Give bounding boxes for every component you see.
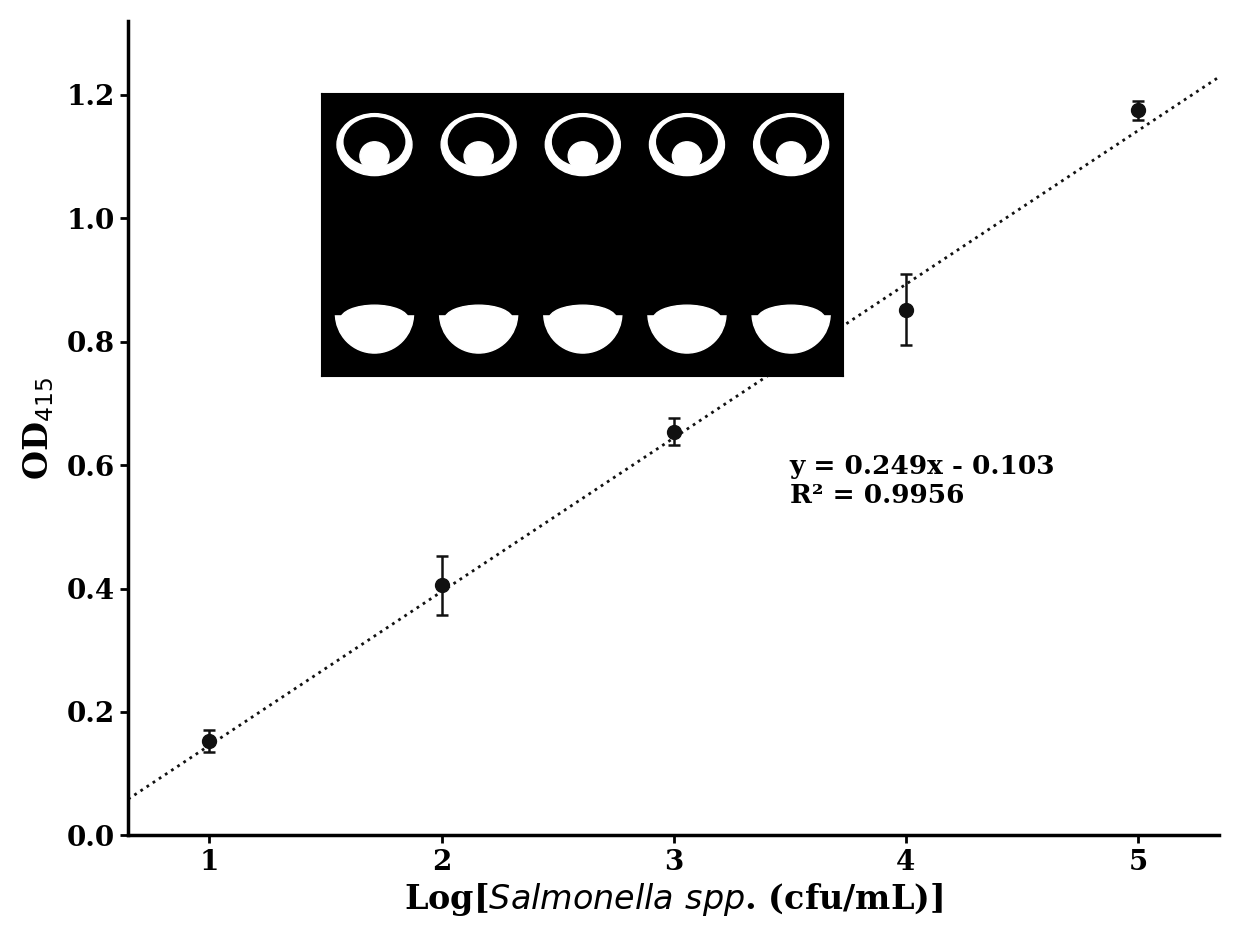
- Ellipse shape: [657, 118, 717, 165]
- Ellipse shape: [653, 305, 720, 333]
- Ellipse shape: [441, 114, 516, 176]
- Ellipse shape: [751, 274, 831, 353]
- Ellipse shape: [776, 142, 806, 170]
- Ellipse shape: [341, 305, 408, 333]
- Ellipse shape: [568, 142, 598, 170]
- Ellipse shape: [546, 114, 620, 176]
- Bar: [645, 263, 729, 314]
- Text: y = 0.249x - 0.103
R² = 0.9956: y = 0.249x - 0.103 R² = 0.9956: [790, 454, 1055, 508]
- Ellipse shape: [553, 118, 613, 165]
- Ellipse shape: [650, 114, 724, 176]
- Ellipse shape: [754, 114, 828, 176]
- Ellipse shape: [761, 118, 821, 165]
- Bar: [436, 263, 521, 314]
- Ellipse shape: [440, 274, 518, 353]
- Ellipse shape: [543, 274, 621, 353]
- Ellipse shape: [445, 305, 512, 333]
- Bar: [541, 263, 625, 314]
- Bar: [749, 263, 833, 314]
- Y-axis label: OD$_{415}$: OD$_{415}$: [21, 377, 56, 480]
- Ellipse shape: [337, 114, 412, 176]
- Ellipse shape: [649, 274, 727, 353]
- Ellipse shape: [758, 305, 825, 333]
- Ellipse shape: [335, 274, 414, 353]
- Ellipse shape: [360, 142, 389, 170]
- Ellipse shape: [449, 118, 508, 165]
- Ellipse shape: [345, 118, 404, 165]
- X-axis label: Log[$\mathit{Salmonella}$ $\mathit{spp}$. (cfu/mL)]: Log[$\mathit{Salmonella}$ $\mathit{spp}$…: [404, 881, 944, 918]
- Ellipse shape: [672, 142, 702, 170]
- Ellipse shape: [549, 305, 616, 333]
- Bar: [332, 263, 417, 314]
- Ellipse shape: [464, 142, 494, 170]
